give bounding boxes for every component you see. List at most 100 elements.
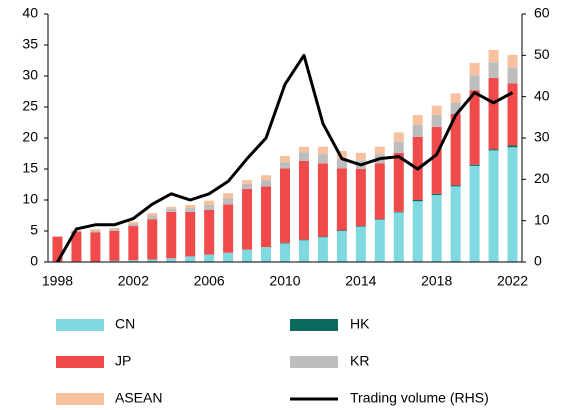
bar-segment [393,141,404,153]
bar-segment [507,147,518,262]
x-tick-label: 2014 [345,273,376,289]
y2-tick-label: 30 [534,129,550,145]
bar-segment [507,83,518,146]
bar-segment [204,204,215,210]
bar-segment [147,215,158,220]
bar-segment [431,195,442,262]
legend-label: ASEAN [115,390,162,406]
x-tick-label: 2006 [194,273,225,289]
bar-segment [261,180,272,187]
bar-segment [280,155,290,163]
bar-segment [393,212,404,262]
bar-segment [90,231,101,233]
bar-segment [71,231,82,262]
bar-segment [374,146,385,155]
y-tick-label: 35 [22,36,38,52]
x-tick-label: 2010 [269,273,300,289]
y-tick-label: 0 [30,253,38,269]
bar-segment [223,198,234,205]
bar-segment [450,185,461,187]
bar-segment [393,132,404,142]
bar-segment [298,160,309,240]
legend-label: KR [350,353,369,369]
bar-segment [507,145,518,148]
bar-segment [393,152,404,212]
y2-tick-label: 0 [534,253,542,269]
bar-segment [280,242,290,244]
y-tick-label: 20 [22,129,38,145]
bar-segment [185,211,196,257]
bar-segment [469,62,480,76]
bar-segment [298,152,309,161]
legend-swatch [56,319,104,331]
bar-segment [166,258,177,262]
y2-tick-label: 20 [534,170,550,186]
bar-segment [488,150,499,262]
bar-segment [336,168,347,231]
bar-segment [147,213,158,216]
bar-segment [469,165,480,262]
bar-segment [317,163,328,237]
bar-segment [185,256,196,262]
bar-segment [412,124,423,137]
bar-segment [280,243,290,262]
y-tick-label: 30 [22,67,38,83]
bar-segment [450,186,461,262]
bar-segment [336,231,347,262]
bar-segment [242,249,253,262]
legend-swatch [56,356,104,368]
bar-segment [223,193,234,199]
bar-segment [317,237,328,262]
bar-segment [166,211,177,259]
y-tick-label: 5 [30,222,38,238]
bar-segment [298,146,309,153]
bar-segment [488,62,499,78]
x-tick-label: 2002 [118,273,149,289]
x-tick-label: 2018 [421,273,452,289]
bar-segment [223,204,234,253]
bar-segment [355,152,366,161]
bar-segment [90,229,101,231]
bar-segment [185,208,196,212]
x-tick-label: 1998 [42,273,73,289]
bar-segment [223,252,234,262]
legend-swatch [56,393,104,405]
bar-segment [261,186,272,248]
bar-segment [412,201,423,262]
x-tick-label: 2022 [497,273,528,289]
bar-segment [431,126,442,194]
bar-segment [147,219,158,260]
bar-segment [355,226,366,262]
bar-segment [317,154,328,164]
bar-segment [450,102,461,114]
bar-segment [469,75,480,91]
bar-segment [242,183,253,189]
bar-segment [109,260,120,262]
bar-segment [128,221,139,224]
bar-segment [317,236,328,238]
bar-segment [507,67,518,84]
y-tick-label: 40 [22,5,38,21]
bar-segment [90,232,101,262]
bar-segment [450,113,461,186]
bar-segment [128,226,139,261]
y-tick-label: 25 [22,98,38,114]
bar-segment [128,260,139,262]
bar-segment [469,164,480,166]
bar-segment [204,254,215,262]
legend-label: Trading volume (RHS) [350,390,489,406]
bar-segment [147,259,158,262]
bar-segment [336,159,347,169]
bar-segment [469,90,480,165]
bar-segment [431,115,442,127]
bar-segment [336,151,347,160]
bar-segment [507,54,518,68]
bar-segment [488,77,499,150]
bar-segment [450,93,461,103]
legend-label: CN [115,316,135,332]
line [56,53,514,263]
y2-tick-label: 60 [534,5,550,21]
bar-segment [355,169,366,227]
bar-segment [374,219,385,262]
bar-segment [431,105,442,116]
